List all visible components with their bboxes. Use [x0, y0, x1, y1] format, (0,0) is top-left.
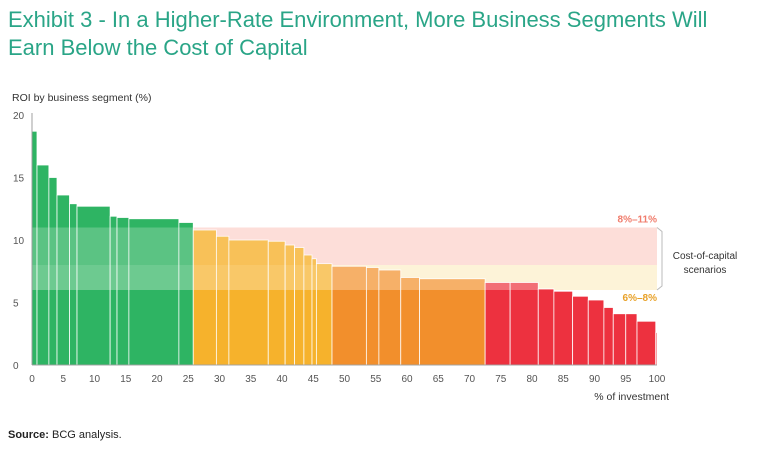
y-tick-label-3: 15	[13, 174, 25, 185]
bar-24	[484, 282, 511, 366]
x-tick-label-1: 5	[60, 374, 66, 385]
x-axis-label: % of investment	[594, 391, 669, 403]
annotation-line-2: scenarios	[684, 265, 727, 276]
bar-23	[419, 278, 486, 366]
x-tick-label-5: 25	[183, 374, 195, 385]
x-tick-label-14: 70	[464, 374, 476, 385]
source-text: BCG analysis.	[52, 429, 122, 441]
x-tick-label-7: 35	[245, 374, 257, 385]
bar-34	[655, 332, 658, 366]
bar-29	[587, 299, 605, 366]
chart-title-line-1: Exhibit 3 - In a Higher-Rate Environment…	[8, 7, 708, 32]
x-tick-label-17: 85	[558, 374, 570, 385]
bar-25	[509, 282, 539, 366]
x-tick-label-13: 65	[433, 374, 445, 385]
y-tick-label-2: 10	[13, 236, 25, 247]
y-tick-label-0: 0	[13, 361, 19, 372]
y-axis-label: ROI by business segment (%)	[12, 92, 151, 104]
band-high-overlay	[32, 227, 657, 265]
x-tick-label-15: 75	[495, 374, 507, 385]
source-note: Source: BCG analysis.	[8, 429, 122, 441]
x-tick-label-8: 40	[276, 374, 288, 385]
chart-title: Exhibit 3 - In a Higher-Rate Environment…	[8, 6, 758, 62]
x-tick-label-11: 55	[370, 374, 382, 385]
bar-32	[625, 313, 638, 366]
bar-27	[553, 290, 574, 366]
x-tick-label-4: 20	[151, 374, 163, 385]
scenario-bracket	[656, 227, 663, 291]
x-tick-label-12: 60	[401, 374, 413, 385]
x-tick-label-0: 0	[29, 374, 35, 385]
x-tick-label-6: 30	[214, 374, 226, 385]
chart-title-line-2: Earn Below the Cost of Capital	[8, 35, 308, 60]
bar-31	[612, 313, 627, 366]
band-label-low: 6%–8%	[623, 293, 658, 304]
bar-5	[76, 205, 111, 366]
source-label: Source:	[8, 429, 49, 441]
x-tick-label-9: 45	[308, 374, 320, 385]
x-tick-label-20: 100	[649, 374, 666, 385]
x-tick-label-10: 50	[339, 374, 351, 385]
band-label-high: 8%–11%	[618, 215, 658, 226]
band-low-overlay	[32, 265, 657, 290]
x-tick-label-19: 95	[620, 374, 632, 385]
annotation-line-1: Cost-of-capital	[673, 251, 737, 262]
bar-22	[400, 277, 420, 366]
bar-19	[331, 265, 367, 366]
x-tick-label-16: 80	[526, 374, 538, 385]
bar-28	[572, 295, 589, 366]
y-tick-label-1: 5	[13, 299, 19, 310]
bar-group	[31, 130, 658, 366]
bar-26	[537, 288, 555, 366]
bar-30	[603, 307, 614, 366]
x-tick-label-18: 90	[589, 374, 601, 385]
x-tick-label-3: 15	[120, 374, 132, 385]
y-tick-label-4: 20	[13, 111, 25, 122]
bar-33	[636, 320, 657, 366]
x-tick-label-2: 10	[89, 374, 101, 385]
